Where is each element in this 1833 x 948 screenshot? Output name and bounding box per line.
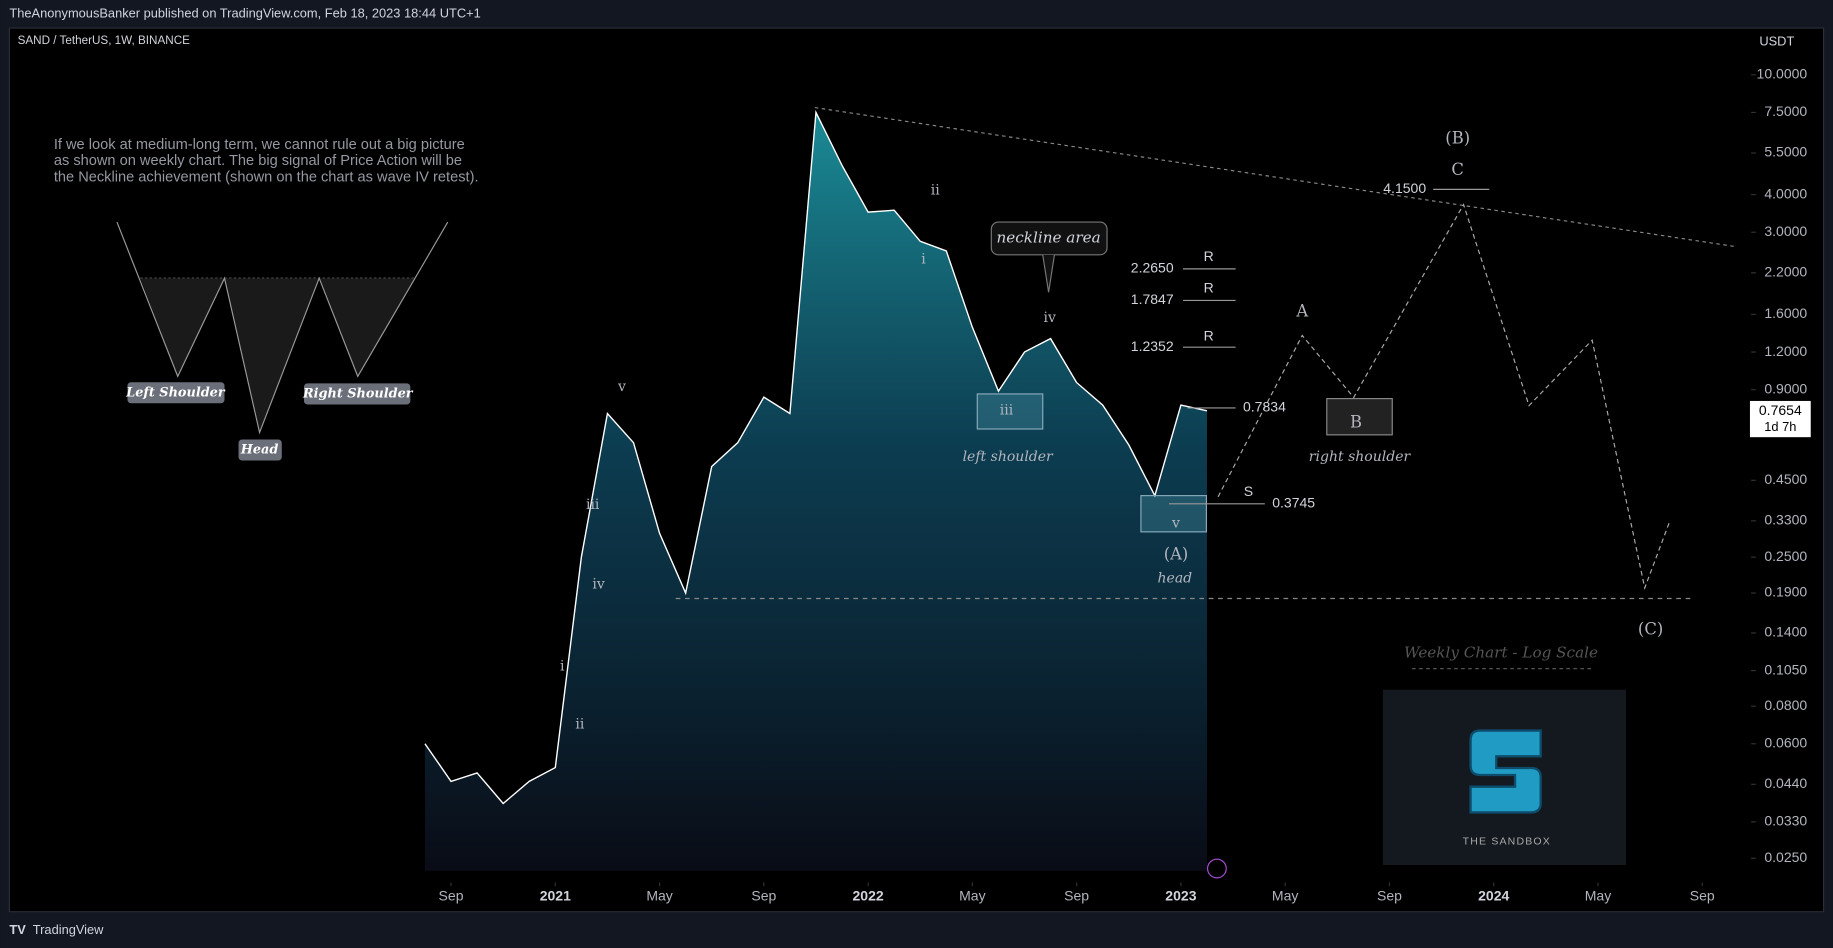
inset-label-bg bbox=[127, 382, 225, 404]
x-tick-label: May bbox=[646, 887, 672, 903]
wave-label: iv bbox=[592, 576, 604, 592]
logo-bg bbox=[1382, 689, 1627, 866]
level-tag: R bbox=[1204, 279, 1214, 295]
callout-tail bbox=[1042, 254, 1056, 293]
wave-label: iii bbox=[1000, 402, 1014, 418]
inset-fill bbox=[140, 278, 416, 433]
y-tick-label: 0.3300 bbox=[1764, 512, 1807, 528]
wave-label: (A) bbox=[1164, 545, 1189, 564]
wave-label: B bbox=[1350, 413, 1362, 432]
y-tick-label: 7.5000 bbox=[1764, 103, 1807, 119]
level-tag: R bbox=[1204, 248, 1214, 264]
price-badge bbox=[1749, 400, 1811, 438]
wave-label: iii bbox=[586, 497, 600, 513]
pattern-label: left shoulder bbox=[963, 449, 1054, 465]
y-tick-label: 1.2000 bbox=[1764, 343, 1807, 359]
box bbox=[1326, 398, 1393, 436]
inset-label: Head bbox=[240, 443, 279, 458]
y-tick-label: 0.0800 bbox=[1764, 697, 1807, 713]
x-tick-label: May bbox=[1585, 887, 1611, 903]
y-tick-label: 0.1900 bbox=[1764, 584, 1807, 600]
price-line bbox=[424, 109, 1208, 805]
box bbox=[1140, 495, 1207, 533]
level-label: 0.7834 bbox=[1243, 399, 1286, 415]
x-tick-label: Sep bbox=[1064, 887, 1089, 903]
x-tick-label: Sep bbox=[439, 887, 464, 903]
y-tick-label: 10.0000 bbox=[1757, 66, 1808, 82]
countdown: 1d 7h bbox=[1764, 419, 1796, 434]
pattern-label: right shoulder bbox=[1309, 449, 1412, 465]
level-label: 2.2650 bbox=[1131, 260, 1174, 276]
wave-label: (C) bbox=[1638, 620, 1663, 639]
wave-label: (B) bbox=[1445, 129, 1470, 148]
wave-label: iv bbox=[1044, 310, 1056, 326]
wave-label: ii bbox=[931, 183, 940, 199]
y-tick-label: 0.0250 bbox=[1764, 849, 1807, 865]
y-tick-label: 0.1400 bbox=[1764, 624, 1807, 640]
wave-label: v bbox=[617, 379, 626, 395]
y-tick-label: 1.6000 bbox=[1764, 305, 1807, 321]
y-tick-label: 0.0440 bbox=[1764, 775, 1807, 791]
x-tick-label: May bbox=[1272, 887, 1298, 903]
x-tick-label: 2022 bbox=[853, 887, 884, 903]
y-tick-label: 0.9000 bbox=[1764, 380, 1807, 396]
box bbox=[976, 393, 1044, 430]
footer-logo: TV bbox=[9, 922, 26, 937]
y-tick-label: 0.1050 bbox=[1764, 661, 1807, 677]
y-tick-label: 0.4500 bbox=[1764, 471, 1807, 487]
y-tick-label: 0.0600 bbox=[1764, 734, 1807, 750]
note-line: If we look at medium-long term, we canno… bbox=[54, 137, 465, 153]
x-tick-label: Sep bbox=[1377, 887, 1402, 903]
trendline bbox=[814, 106, 1737, 248]
wave-label: ii bbox=[575, 717, 584, 733]
inset-pattern bbox=[116, 221, 449, 435]
chart-note: Weekly Chart - Log Scale bbox=[1404, 643, 1598, 661]
inset-label-bg bbox=[238, 439, 282, 461]
note-line: as shown on weekly chart. The big signal… bbox=[54, 153, 462, 169]
level-tag: S bbox=[1244, 483, 1253, 499]
callout-text: neckline area bbox=[997, 228, 1101, 246]
inset-label: Left Shoulder bbox=[125, 385, 226, 400]
level-label: 0.3745 bbox=[1272, 495, 1315, 511]
y-tick-label: 0.2500 bbox=[1764, 548, 1807, 564]
y-tick-label: 4.0000 bbox=[1764, 185, 1807, 201]
last-price: 0.7654 bbox=[1759, 402, 1802, 418]
wave-label: A bbox=[1295, 302, 1308, 321]
currency: USDT bbox=[1759, 33, 1794, 48]
note-line: the Neckline achievement (shown on the c… bbox=[54, 170, 479, 186]
wave-label: i bbox=[921, 252, 926, 268]
logo-text: THE SANDBOX bbox=[1463, 835, 1551, 847]
wave-label: C bbox=[1451, 160, 1464, 179]
area-fill bbox=[424, 112, 1207, 871]
level-label: 4.1500 bbox=[1383, 180, 1426, 196]
x-tick-label: 2021 bbox=[540, 887, 571, 903]
level-tag: R bbox=[1204, 327, 1214, 343]
header: TheAnonymousBanker published on TradingV… bbox=[9, 5, 480, 20]
wave-label: v bbox=[1171, 516, 1180, 532]
projection bbox=[1217, 203, 1670, 591]
x-tick-label: 2023 bbox=[1165, 887, 1196, 903]
y-tick-label: 0.0330 bbox=[1764, 813, 1807, 829]
y-tick-label: 3.0000 bbox=[1764, 223, 1807, 239]
x-tick-label: 2024 bbox=[1478, 887, 1509, 903]
wave-label: i bbox=[560, 658, 565, 674]
logo-mark bbox=[1469, 729, 1542, 814]
inset-label: Right Shoulder bbox=[302, 386, 414, 401]
level-label: 1.7847 bbox=[1131, 291, 1174, 307]
symbol: SAND / TetherUS, 1W, BINANCE bbox=[18, 34, 191, 47]
plot bbox=[424, 109, 1208, 871]
y-tick-label: 2.2000 bbox=[1764, 264, 1807, 280]
level-label: 1.2352 bbox=[1131, 338, 1174, 354]
x-tick-label: Sep bbox=[751, 887, 776, 903]
x-tick-label: Sep bbox=[1690, 887, 1715, 903]
inset-label-bg bbox=[303, 383, 411, 405]
footer-brand: TradingView bbox=[33, 922, 104, 937]
y-tick-label: 5.5000 bbox=[1764, 144, 1807, 160]
pattern-label: head bbox=[1158, 571, 1193, 587]
event-icon bbox=[1206, 858, 1227, 879]
x-tick-label: May bbox=[959, 887, 985, 903]
